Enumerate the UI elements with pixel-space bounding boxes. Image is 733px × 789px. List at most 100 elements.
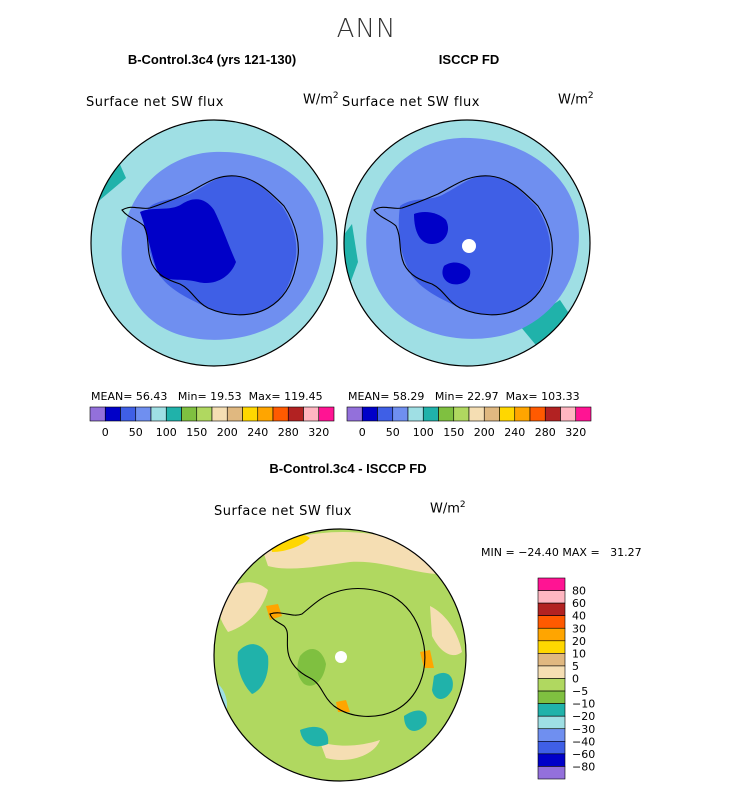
colorbar-tick-label: 320 — [308, 426, 329, 439]
colorbar-swatch — [181, 406, 198, 422]
low-flux-patch — [442, 262, 471, 285]
colorbar-swatch — [537, 640, 566, 654]
negative-patch — [237, 644, 269, 694]
positive-patch — [266, 604, 282, 620]
colorbar-tick-label: 200 — [474, 426, 495, 439]
coastline — [121, 175, 299, 316]
pole-hole — [462, 239, 476, 253]
colorbar-tick-label: 30 — [572, 622, 586, 635]
low-flux-patch — [414, 212, 449, 244]
colorbar-tick-label: 0 — [572, 673, 579, 686]
colorbar-model: 0 50 100 150 200 240 280 320 — [89, 406, 335, 439]
units-label-diff: W/m2 — [430, 500, 466, 517]
positive-patch — [218, 582, 268, 632]
colorbar-swatch — [104, 406, 121, 422]
units-label-obs: W/m2 — [558, 91, 594, 108]
colorbar-swatch — [537, 766, 566, 780]
stat-min: 22.97 — [467, 390, 499, 403]
units-label-model: W/m2 — [303, 91, 339, 108]
colorbar-swatch — [544, 406, 561, 422]
colorbar-swatch — [537, 753, 566, 767]
colorbar-tick-label: 20 — [572, 635, 586, 648]
colorbar-swatch — [89, 406, 106, 422]
panel-title-model: B-Control.3c4 (yrs 121-130) — [127, 52, 297, 67]
negative-patch — [432, 672, 453, 700]
positive-patch — [420, 650, 434, 668]
stat-max: 31.27 — [610, 546, 642, 559]
negative-patch — [297, 649, 326, 686]
colorbar-tick-label: 80 — [572, 585, 586, 598]
colorbar-swatch — [483, 406, 500, 422]
warm-patch — [520, 300, 572, 350]
colorbar-swatch — [499, 406, 516, 422]
colorbar-swatch — [392, 406, 409, 422]
coastline — [269, 587, 426, 717]
colorbar-tick-label: 100 — [413, 426, 434, 439]
variable-label-diff: Surface net SW flux — [214, 504, 352, 519]
colorbar-swatch — [272, 406, 289, 422]
stat-mean: 56.43 — [135, 390, 168, 403]
colorbar-tick-label: −80 — [572, 760, 595, 773]
map-model — [91, 120, 337, 366]
colorbar-swatch — [529, 406, 546, 422]
colorbar-swatch — [537, 615, 566, 629]
colorbar-tick-label: 60 — [572, 597, 586, 610]
map-boundary — [90, 119, 338, 367]
colorbar-swatch — [537, 728, 566, 742]
colorbar-tick-label: 50 — [386, 426, 400, 439]
plateau-fill — [306, 591, 421, 715]
pole-hole — [335, 651, 347, 663]
colorbar-swatch — [211, 406, 228, 422]
colorbar-swatch — [165, 406, 182, 422]
stat-mean: 58.29 — [392, 390, 425, 403]
colorbar-swatch — [361, 406, 378, 422]
colorbar-tick-label: 150 — [186, 426, 207, 439]
colorbar-swatch — [514, 406, 531, 422]
colorbar-tick-label: 320 — [565, 426, 586, 439]
colorbar-obs: 0 50 100 150 200 240 280 320 — [346, 406, 592, 439]
colorbar-swatch — [196, 406, 213, 422]
colorbar-tick-label: 0 — [102, 426, 109, 439]
colorbar-swatch — [407, 406, 424, 422]
colorbar-swatch — [537, 602, 566, 616]
colorbar-tick-label: 100 — [156, 426, 177, 439]
colorbar-tick-label: −20 — [572, 710, 595, 723]
colorbar-tick-label: −30 — [572, 723, 595, 736]
colorbar-swatch — [537, 690, 566, 704]
colorbar-tick-label: −40 — [572, 735, 595, 748]
colorbar-swatch — [422, 406, 439, 422]
colorbar-swatch — [537, 577, 566, 591]
colorbar-swatch — [537, 703, 566, 717]
colorbar-swatch — [346, 406, 363, 422]
negative-patch — [300, 726, 329, 747]
colorbar-swatch — [468, 406, 485, 422]
stats-diff: MIN = −24.40 MAX = 31.27 — [481, 546, 642, 559]
colorbar-tick-label: −5 — [572, 685, 588, 698]
colorbar-swatch — [287, 406, 304, 422]
stat-min: −24.40 — [518, 546, 559, 559]
colorbar-tick-label: 40 — [572, 610, 586, 623]
figure-title: ANN — [336, 14, 397, 44]
colorbar-swatch — [135, 406, 152, 422]
colorbar-tick-label: −10 — [572, 698, 595, 711]
positive-patch — [430, 606, 462, 656]
negative-patch — [404, 710, 427, 731]
map-obs — [344, 120, 590, 366]
stat-max: 119.45 — [284, 390, 323, 403]
panel-title-obs: ISCCP FD — [438, 52, 500, 67]
stat-min: 19.53 — [210, 390, 242, 403]
colorbar-swatch — [537, 653, 566, 667]
positive-patch — [262, 531, 436, 574]
variable-label-obs: Surface net SW flux — [342, 95, 480, 110]
colorbar-swatch — [537, 678, 566, 692]
colorbar-swatch — [537, 627, 566, 642]
colorbar-tick-label: 240 — [504, 426, 525, 439]
colorbar-swatch — [575, 406, 592, 422]
colorbar-tick-label: −60 — [572, 748, 595, 761]
colorbar-swatch — [120, 406, 137, 422]
colorbar-swatch — [537, 741, 566, 755]
colorbar-swatch — [257, 406, 274, 422]
stats-obs: MEAN= 58.29 Min= 22.97 Max= 103.33 — [348, 390, 580, 403]
